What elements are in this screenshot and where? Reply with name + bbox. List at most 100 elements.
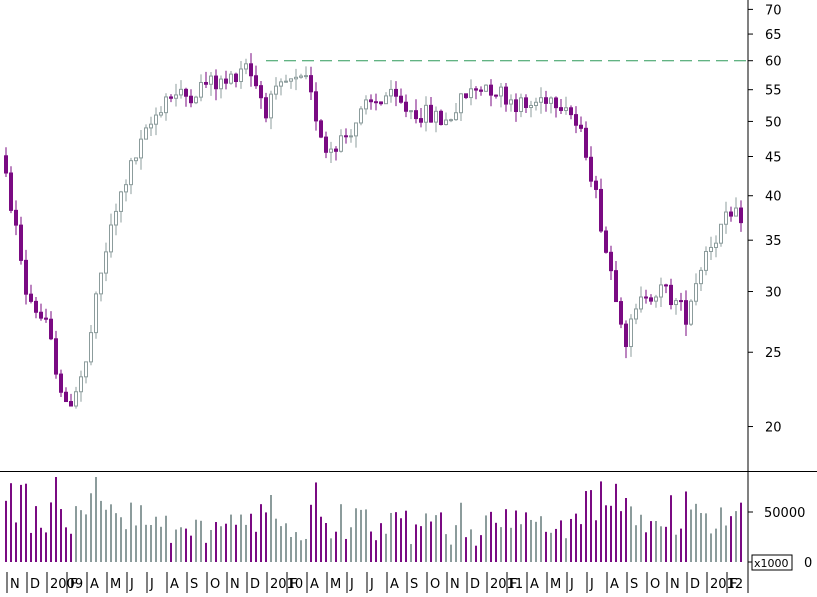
candle-body [549, 97, 553, 104]
candle-body [229, 73, 233, 84]
time-tick-label: D [470, 577, 480, 592]
candle-body [219, 78, 223, 90]
candle-body [259, 85, 263, 99]
time-tick-label: N [10, 577, 20, 592]
candle-body [374, 101, 378, 104]
candle-body [589, 156, 593, 182]
candle-body [304, 75, 308, 78]
candle-body [434, 110, 438, 123]
time-tick-label: A [390, 577, 399, 592]
candle-body [99, 272, 103, 295]
candle-body [669, 284, 673, 306]
time-tick-label: A [610, 577, 619, 592]
candle-body [79, 376, 83, 393]
candle-body [419, 118, 423, 123]
candle-body [714, 242, 718, 248]
candle-body [194, 96, 198, 104]
candle-body [424, 104, 428, 123]
candle-body [659, 284, 663, 298]
candle-body [629, 318, 633, 348]
candle-body [4, 155, 8, 174]
time-tick-label: N [450, 577, 460, 592]
time-tick-label: J [129, 577, 134, 592]
time-axis-ticks: ND2009FAMJJASOND2010FAMJJASOND2011FAMJJA… [6, 572, 743, 593]
candle-body [394, 88, 398, 97]
candle-body [439, 110, 443, 126]
time-tick-label: S [630, 577, 638, 592]
candle-body [404, 101, 408, 112]
time-tick-label: M [330, 577, 341, 592]
time-tick-label: M [110, 577, 121, 592]
candle-body [599, 188, 603, 232]
candle-body [724, 211, 728, 225]
candle-body [649, 297, 653, 302]
candle-body [174, 94, 178, 99]
candle-body [64, 391, 68, 403]
candle-body [709, 246, 713, 252]
candle-body [469, 88, 473, 99]
candle-body [359, 108, 363, 124]
price-tick-label: 20 [765, 421, 782, 436]
candle-body [679, 300, 683, 303]
candle-body [124, 184, 128, 193]
time-tick-label: J [589, 577, 594, 592]
candle-body [74, 391, 78, 407]
volume-tick-label: 50000 [764, 506, 805, 521]
candle-body [734, 207, 738, 217]
candle-body [244, 63, 248, 70]
time-tick-label: J [149, 577, 154, 592]
candle-body [114, 210, 118, 226]
candle-body [294, 76, 298, 80]
candle-body [514, 99, 518, 113]
candle-body [494, 94, 498, 97]
candle-body [14, 209, 18, 226]
price-tick-label: 65 [765, 28, 782, 43]
candle-body [529, 104, 533, 108]
candle-body [84, 361, 88, 378]
candle-body [364, 99, 368, 110]
candle-body [284, 80, 288, 83]
candle-body [324, 136, 328, 153]
candle-body [499, 86, 503, 97]
time-tick-label: F [730, 577, 737, 592]
candle-body [644, 296, 648, 299]
time-tick-label: N [230, 577, 240, 592]
candle-body [184, 88, 188, 97]
candle-body [49, 318, 53, 340]
candle-body [319, 120, 323, 138]
candle-body [249, 63, 253, 77]
candle-body [109, 224, 113, 253]
price-tick-label: 25 [765, 346, 782, 361]
volume-axis-ticks: 0 50000 x1000 [748, 506, 812, 571]
volume-unit-label: x1000 [754, 557, 789, 570]
time-tick-label: N [670, 577, 680, 592]
candle-body [384, 95, 388, 105]
candle-body [189, 95, 193, 104]
candle-body [729, 211, 733, 217]
candle-body [154, 114, 158, 125]
time-tick-label: O [210, 577, 220, 592]
candle-body [164, 96, 168, 114]
candle-body [654, 296, 658, 302]
candle-body [614, 270, 618, 303]
candle-body [309, 75, 313, 93]
candle-body [269, 93, 273, 119]
candle-body [379, 101, 383, 105]
candle-body [694, 283, 698, 302]
candle-body [429, 104, 433, 123]
candle-body [414, 110, 418, 120]
candle-body [169, 96, 173, 99]
candle-body [54, 338, 58, 375]
candle-body [24, 259, 28, 295]
candle-body [524, 97, 528, 108]
candle-body [579, 124, 583, 129]
candle-body [59, 373, 63, 393]
candle-body [264, 97, 268, 119]
candle-body [119, 191, 123, 212]
candle-body [534, 101, 538, 106]
candle-body [464, 93, 468, 99]
price-tick-label: 50 [765, 115, 782, 130]
candle-body [159, 112, 163, 116]
candle-body [489, 84, 493, 96]
price-tick-label: 45 [765, 151, 782, 166]
